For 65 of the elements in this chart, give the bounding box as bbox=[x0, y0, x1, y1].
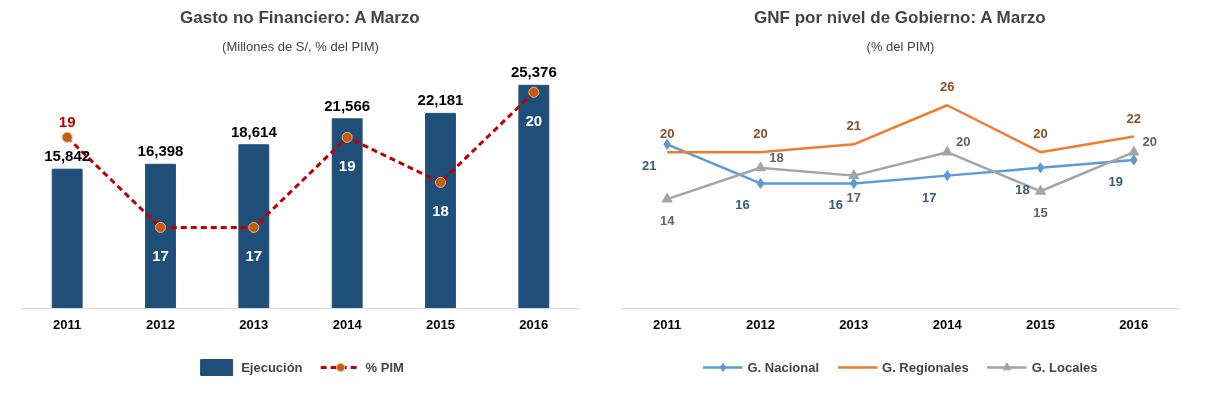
data-label: 20 bbox=[659, 126, 675, 142]
chart-title: GNF por nivel de Gobierno: A Marzo bbox=[754, 7, 1046, 27]
data-label: 20 bbox=[955, 134, 971, 150]
data-label: 17 bbox=[245, 247, 263, 265]
chart-subtitle: (% del PIM) bbox=[866, 38, 935, 54]
data-label: 25,376 bbox=[510, 63, 557, 81]
data-label: 21 bbox=[641, 158, 657, 174]
x-tick-label: 2012 bbox=[746, 316, 775, 332]
data-label: 17 bbox=[921, 189, 937, 205]
legend-label: % PIM bbox=[365, 359, 404, 375]
bar bbox=[145, 163, 176, 310]
data-label: 20 bbox=[525, 112, 543, 130]
data-label: 16,398 bbox=[137, 142, 184, 160]
bar bbox=[331, 118, 363, 310]
data-label: 18 bbox=[769, 149, 784, 165]
point bbox=[941, 145, 953, 156]
data-label: 21,566 bbox=[324, 96, 371, 114]
data-label: 22,181 bbox=[417, 91, 464, 109]
data-label: 16 bbox=[735, 197, 750, 213]
data-label: 15,842 bbox=[44, 147, 91, 165]
point bbox=[1035, 184, 1046, 195]
point bbox=[756, 177, 765, 189]
point bbox=[1036, 162, 1045, 174]
legend-label: Ejecución bbox=[241, 359, 303, 375]
x-tick-label: 2013 bbox=[839, 316, 869, 332]
data-label: 19 bbox=[338, 157, 356, 175]
bar bbox=[425, 112, 456, 310]
x-tick-label: 2016 bbox=[1119, 316, 1149, 332]
data-label: 17 bbox=[152, 247, 169, 265]
data-label: 16 bbox=[828, 197, 844, 213]
data-label: 21 bbox=[846, 118, 862, 134]
legend-label: G. Locales bbox=[1031, 359, 1098, 375]
data-label: 17 bbox=[846, 189, 862, 205]
data-label: 18,614 bbox=[230, 122, 278, 140]
point bbox=[661, 192, 673, 203]
x-tick-label: 2011 bbox=[653, 316, 682, 332]
data-label: 19 bbox=[1108, 173, 1124, 189]
point bbox=[848, 169, 860, 180]
data-label: 20 bbox=[1033, 126, 1048, 142]
x-tick-label: 2016 bbox=[519, 316, 549, 332]
chart-title: Gasto no Financiero: A Marzo bbox=[180, 7, 420, 27]
x-tick-label: 2015 bbox=[1026, 316, 1055, 332]
data-label: 26 bbox=[939, 79, 955, 95]
data-label: 18 bbox=[432, 202, 449, 220]
data-label: 20 bbox=[753, 126, 768, 142]
x-tick-label: 2014 bbox=[332, 316, 363, 332]
legend-label: G. Regionales bbox=[882, 359, 969, 375]
point bbox=[1128, 145, 1140, 156]
data-label: 14 bbox=[659, 213, 676, 229]
x-tick-label: 2013 bbox=[239, 316, 269, 332]
chart-subtitle: (Millones de S/, % del PIM) bbox=[222, 38, 379, 54]
bar bbox=[518, 84, 550, 310]
bar bbox=[51, 168, 83, 310]
data-label: 20 bbox=[1142, 134, 1158, 150]
data-label: 15 bbox=[1033, 205, 1048, 221]
bar bbox=[238, 144, 270, 310]
data-label: 18 bbox=[1015, 181, 1030, 197]
data-label: 19 bbox=[58, 113, 76, 131]
x-tick-label: 2011 bbox=[53, 316, 82, 332]
x-tick-label: 2015 bbox=[426, 316, 455, 332]
data-label: 22 bbox=[1126, 110, 1142, 126]
x-tick-label: 2014 bbox=[932, 316, 963, 332]
legend-label: G. Nacional bbox=[747, 359, 820, 375]
point bbox=[755, 161, 766, 172]
x-tick-label: 2012 bbox=[146, 316, 175, 332]
